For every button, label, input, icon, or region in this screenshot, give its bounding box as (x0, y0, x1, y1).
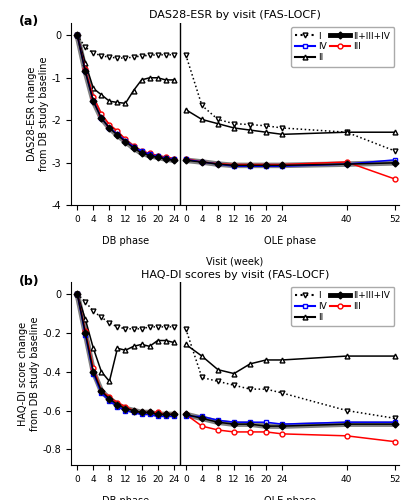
Text: Visit (week): Visit (week) (206, 256, 264, 266)
Y-axis label: HAQ-DI score change
from DB study baseline: HAQ-DI score change from DB study baseli… (18, 316, 40, 431)
Text: OLE phase: OLE phase (264, 496, 316, 500)
Text: DB phase: DB phase (102, 496, 149, 500)
Text: (a): (a) (19, 15, 39, 28)
Text: (b): (b) (19, 275, 39, 288)
Text: OLE phase: OLE phase (264, 236, 316, 246)
Legend: I, IV, II, II+III+IV, III: I, IV, II, II+III+IV, III (291, 286, 394, 327)
Y-axis label: DAS28-ESR change
from DB study baseline: DAS28-ESR change from DB study baseline (27, 56, 49, 171)
Text: DB phase: DB phase (102, 236, 149, 246)
Title: HAQ-DI scores by visit (FAS-LOCF): HAQ-DI scores by visit (FAS-LOCF) (141, 270, 329, 280)
Legend: I, IV, II, II+III+IV, III: I, IV, II, II+III+IV, III (291, 27, 394, 66)
Title: DAS28-ESR by visit (FAS-LOCF): DAS28-ESR by visit (FAS-LOCF) (149, 10, 321, 20)
